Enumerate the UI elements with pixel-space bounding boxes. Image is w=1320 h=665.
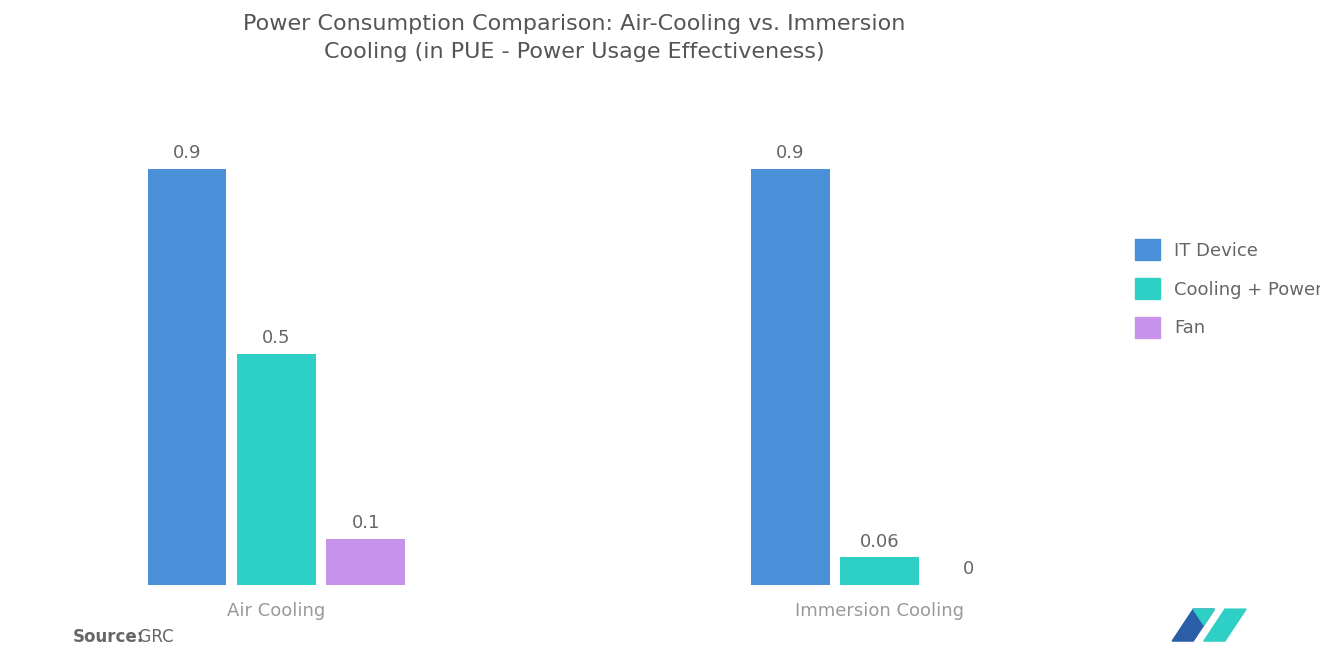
Bar — [326, 539, 405, 585]
Bar — [148, 169, 226, 585]
Polygon shape — [1172, 609, 1214, 641]
Legend: IT Device, Cooling + Power + other, Fan: IT Device, Cooling + Power + other, Fan — [1126, 230, 1320, 347]
Text: 0.9: 0.9 — [173, 144, 201, 162]
Title: Power Consumption Comparison: Air-Cooling vs. Immersion
Cooling (in PUE - Power : Power Consumption Comparison: Air-Coolin… — [243, 14, 906, 62]
Text: 0: 0 — [964, 561, 974, 579]
Text: 0.5: 0.5 — [261, 329, 290, 347]
Text: GRC: GRC — [128, 628, 174, 646]
Polygon shape — [1193, 609, 1214, 625]
Text: 0.9: 0.9 — [776, 144, 804, 162]
Polygon shape — [1204, 609, 1246, 641]
Bar — [236, 354, 315, 585]
Text: Source:: Source: — [73, 628, 144, 646]
Bar — [751, 169, 829, 585]
Bar — [841, 557, 919, 585]
Text: 0.1: 0.1 — [351, 514, 380, 532]
Text: 0.06: 0.06 — [859, 533, 899, 551]
